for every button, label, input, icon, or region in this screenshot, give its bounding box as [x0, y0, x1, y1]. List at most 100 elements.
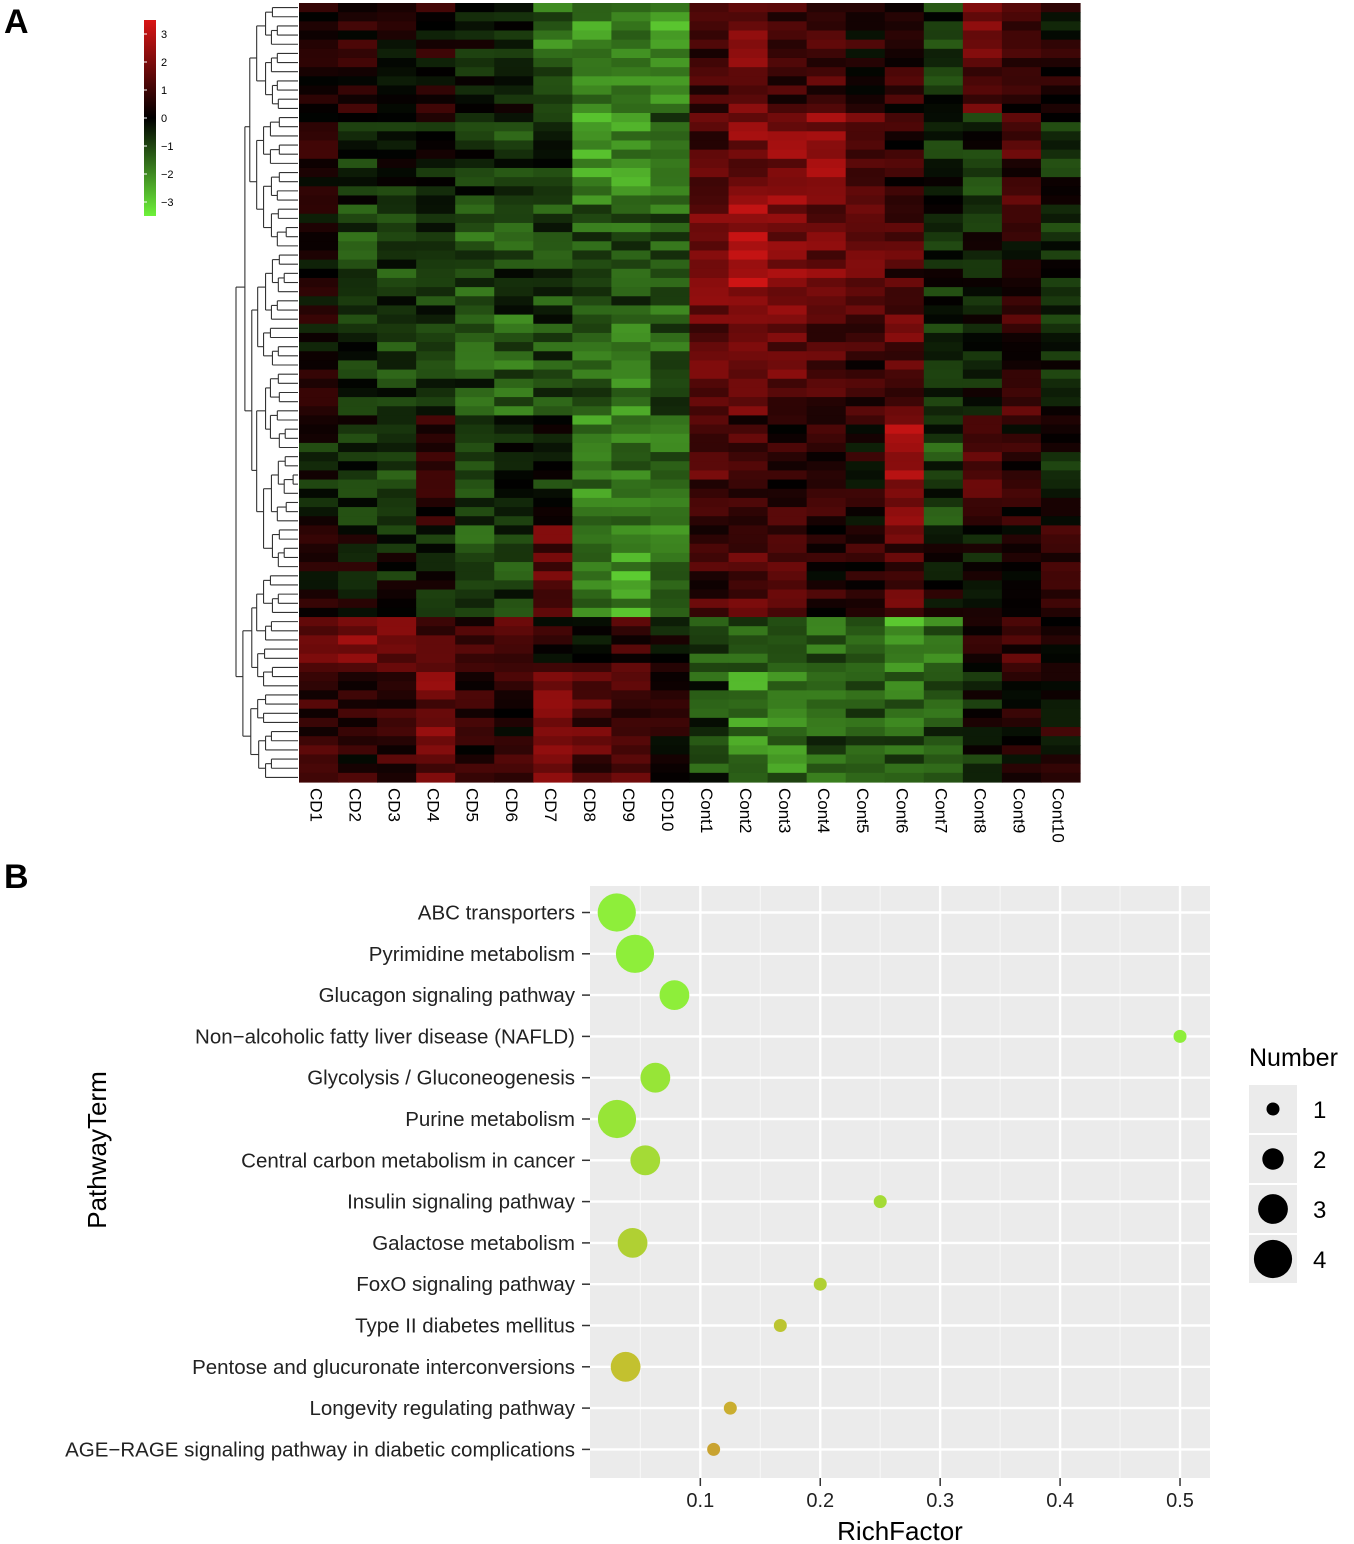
column-label: Cont10 — [1049, 788, 1068, 843]
heatmap-cell — [455, 268, 495, 279]
heatmap-cell — [377, 167, 417, 178]
data-point — [615, 934, 655, 973]
heatmap-cell — [806, 717, 847, 728]
heatmap-cell — [923, 204, 964, 215]
heatmap-cell — [416, 3, 456, 13]
heatmap-cell — [923, 323, 964, 334]
heatmap-cell — [1001, 607, 1042, 618]
heatmap-cell — [572, 736, 612, 746]
heatmap-cell — [533, 635, 573, 646]
heatmap-cell — [416, 736, 456, 746]
heatmap-cell — [494, 167, 534, 178]
column-label: CD5 — [463, 788, 482, 822]
heatmap-cell — [1040, 112, 1081, 123]
heatmap-cell — [767, 690, 808, 701]
heatmap-cell — [923, 754, 964, 765]
heatmap-cell — [923, 525, 964, 536]
heatmap-cell — [689, 571, 730, 581]
heatmap-cell — [884, 131, 925, 142]
heatmap-cell — [1001, 653, 1042, 664]
heatmap-cell — [1040, 351, 1081, 362]
heatmap-cell — [845, 158, 886, 169]
heatmap-cell — [299, 323, 339, 334]
heatmap-cell — [377, 617, 417, 627]
heatmap-cell — [884, 708, 925, 719]
heatmap-cell — [572, 39, 612, 50]
heatmap-cell — [962, 589, 1003, 600]
heatmap-cell — [1040, 186, 1081, 197]
heatmap-cell — [338, 250, 378, 261]
heatmap-cell — [533, 387, 573, 398]
heatmap-cell — [806, 745, 847, 756]
heatmap-cell — [845, 589, 886, 600]
heatmap-cell — [962, 562, 1003, 572]
heatmap-cell — [689, 672, 730, 682]
heatmap-cell — [650, 507, 691, 517]
heatmap-cell — [923, 222, 964, 233]
heatmap-cell — [572, 461, 612, 471]
heatmap-cell — [845, 351, 886, 362]
heatmap-cell — [533, 305, 573, 316]
heatmap-cell — [572, 241, 612, 252]
heatmap-cell — [1040, 589, 1081, 600]
heatmap-cell — [338, 470, 378, 481]
heatmap-cell — [377, 12, 417, 22]
heatmap-cell — [299, 662, 339, 673]
heatmap-cell — [962, 497, 1003, 508]
heatmap-cell — [767, 250, 808, 261]
panel-label-b: B — [4, 858, 29, 896]
heatmap-cell — [884, 122, 925, 132]
heatmap-cell — [845, 332, 886, 343]
heatmap-cell — [884, 167, 925, 178]
heatmap-cell — [650, 3, 691, 13]
heatmap-cell — [650, 39, 691, 50]
heatmap-cell — [533, 516, 573, 526]
heatmap-cell — [845, 232, 886, 242]
heatmap-cell — [767, 241, 808, 252]
heatmap-cell — [845, 424, 886, 435]
heatmap-cell — [689, 433, 730, 444]
heatmap-cell — [884, 195, 925, 206]
heatmap-cell — [416, 653, 456, 664]
heatmap-cell — [533, 268, 573, 279]
heatmap-cell — [572, 617, 612, 627]
heatmap-cell — [1040, 342, 1081, 352]
heatmap-cell — [455, 607, 495, 618]
heatmap-cell — [338, 662, 378, 673]
heatmap-cell — [377, 250, 417, 261]
heatmap-cell — [767, 131, 808, 142]
heatmap-cell — [650, 250, 691, 261]
heatmap-cell — [494, 717, 534, 728]
heatmap-cell — [377, 48, 417, 59]
heatmap-cell — [767, 727, 808, 737]
heatmap-cell — [611, 287, 652, 297]
heatmap-cell — [572, 287, 612, 297]
heatmap-cell — [416, 67, 456, 77]
heatmap-cell — [299, 39, 339, 50]
heatmap-cell — [962, 525, 1003, 536]
color-scale-tick-label: 1 — [161, 85, 167, 97]
heatmap-cell — [455, 332, 495, 343]
heatmap-cell — [728, 699, 769, 710]
heatmap-cell — [338, 186, 378, 197]
heatmap-cell — [611, 497, 652, 508]
heatmap-cell — [767, 497, 808, 508]
heatmap-cell — [533, 598, 573, 609]
heatmap-cell — [884, 516, 925, 526]
heatmap-cell — [572, 653, 612, 664]
heatmap-cell — [377, 149, 417, 160]
heatmap-cell — [611, 387, 652, 398]
heatmap-cell — [611, 296, 652, 307]
heatmap-cell — [962, 736, 1003, 746]
heatmap-cell — [611, 763, 652, 774]
heatmap-cell — [806, 112, 847, 123]
heatmap-cell — [299, 598, 339, 609]
heatmap-cell — [494, 21, 534, 32]
heatmap-cell — [884, 314, 925, 325]
heatmap-cell — [377, 543, 417, 554]
heatmap-cell — [455, 85, 495, 96]
heatmap-cell — [1040, 681, 1081, 691]
heatmap-cell — [806, 681, 847, 691]
heatmap-cell — [1001, 3, 1042, 13]
